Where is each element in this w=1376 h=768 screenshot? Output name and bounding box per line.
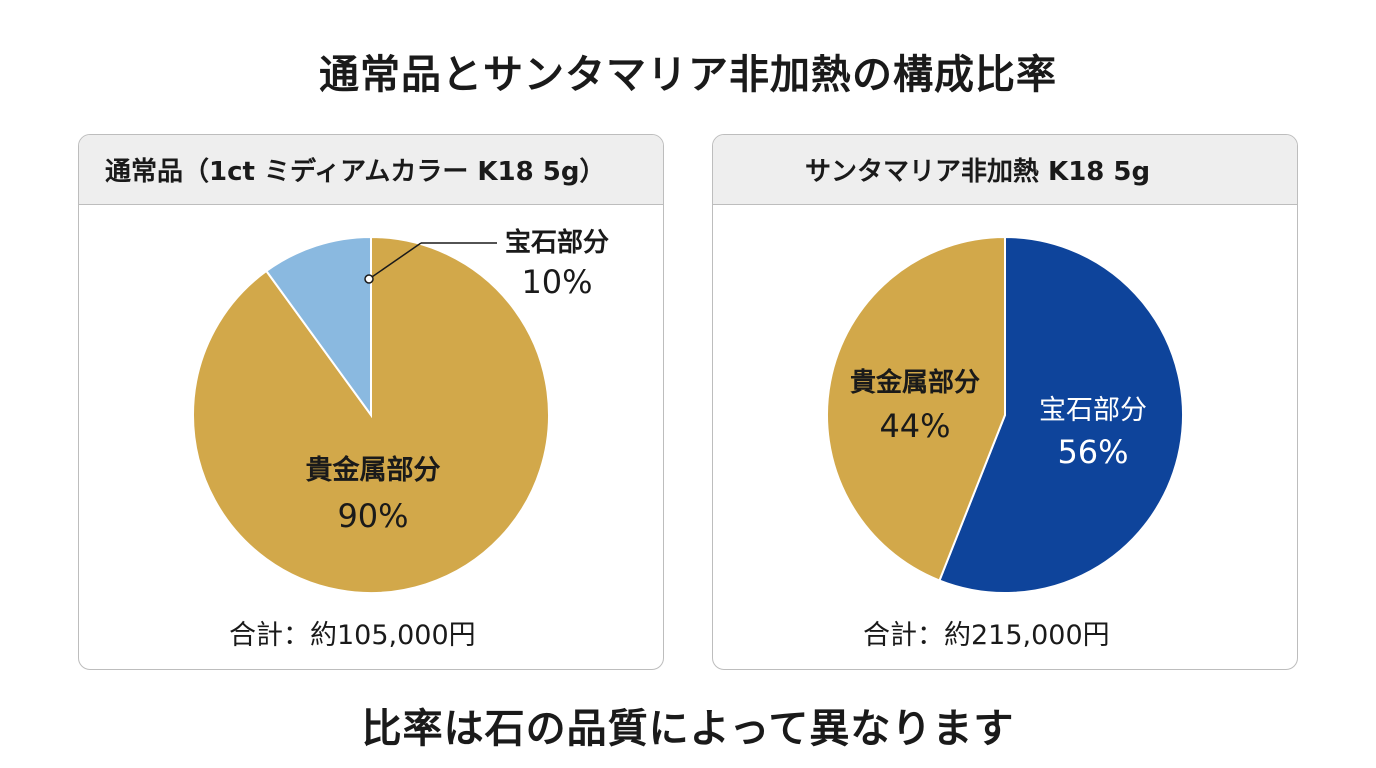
slice-value-metal: 90%	[337, 497, 408, 535]
pie-slice-metal	[191, 235, 550, 594]
slice-label-gem: 宝石部分	[1039, 395, 1147, 426]
slice-value-gem: 56%	[1057, 433, 1128, 471]
pie-slice-gem	[938, 235, 1184, 594]
slice-value-gem: 10%	[521, 263, 592, 301]
slice-label-metal: 貴金属部分	[306, 454, 441, 486]
leader-line	[368, 242, 422, 280]
chart-panel-santa-maria: サンタマリア非加熱 K18 5g 貴金属部分 44% 宝石部分 56% 合計：約…	[712, 134, 1298, 670]
pie-slice-metal	[826, 235, 1006, 582]
pie-chart-santa-maria: 貴金属部分 44% 宝石部分 56%	[826, 235, 1184, 594]
slice-value-metal: 44%	[879, 407, 950, 445]
leader-dot	[364, 274, 374, 284]
total-price-santa-maria: 合計：約215,000円	[863, 620, 1110, 651]
pie-chart-regular: 宝石部分 10% 貴金属部分 90%	[191, 227, 609, 594]
pie-slice-gem	[264, 235, 372, 419]
page-title: 通常品とサンタマリア非加熱の構成比率	[319, 52, 1057, 98]
slice-label-metal: 貴金属部分	[850, 367, 980, 398]
chart-title-regular: 通常品（1ct ミディアムカラー K18 5g）	[79, 135, 663, 205]
footer-note: 比率は石の品質によって異なります	[361, 706, 1015, 752]
chart-title-santa-maria: サンタマリア非加熱 K18 5g	[713, 135, 1297, 205]
total-price-regular: 合計：約105,000円	[229, 620, 476, 651]
chart-panel-regular: 通常品（1ct ミディアムカラー K18 5g） 宝石部分 10% 貴金属部分 …	[78, 134, 664, 670]
slice-label-gem: 宝石部分	[505, 227, 609, 258]
